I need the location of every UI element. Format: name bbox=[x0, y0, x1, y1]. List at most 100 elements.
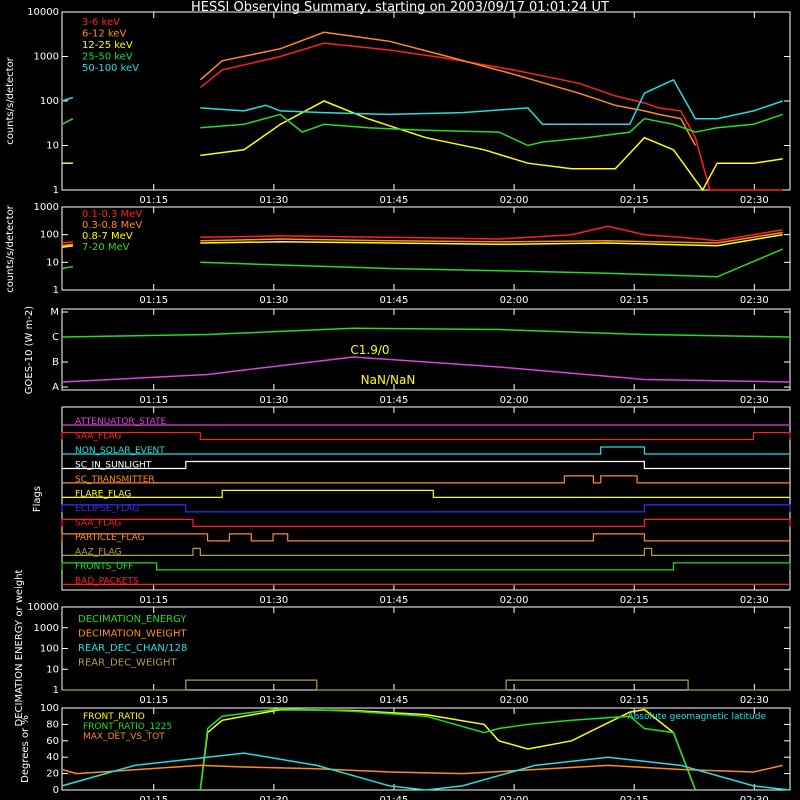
panel-4-frame bbox=[61, 406, 791, 591]
x-tick-label: 02:15 bbox=[620, 695, 649, 706]
y-axis-label: DECIMATION ENERGY or weight bbox=[14, 569, 25, 726]
x-tick-label: 02:30 bbox=[740, 195, 769, 206]
y-axis-label: Degrees or % bbox=[20, 715, 31, 783]
flag-label-fronts-off: FRONTS_OFF bbox=[75, 562, 133, 572]
series-line-3-6-kev bbox=[199, 42, 783, 191]
legend-entry: MAX_DET_VS_TOT bbox=[83, 732, 165, 742]
x-tick-label: 02:15 bbox=[620, 595, 649, 606]
y-tick-label: 10 bbox=[46, 257, 59, 268]
y-tick-label: 1000 bbox=[34, 202, 59, 213]
x-tick-label: 02:00 bbox=[500, 795, 529, 800]
series-line-front-ratio-1225 bbox=[199, 708, 697, 791]
goes-class-annotation: C1.9/0 bbox=[350, 343, 389, 357]
flag-trace-eclipse-flag bbox=[61, 504, 791, 513]
y-tick-label: 1000 bbox=[34, 52, 59, 63]
series-line-25-50-kev bbox=[61, 118, 74, 125]
panel-2-frame bbox=[61, 206, 791, 291]
series-line-0-3-0-8-mev bbox=[200, 231, 783, 244]
legend-entry: 3-6 keV bbox=[82, 17, 120, 28]
series-line-0-1-0-3-mev bbox=[200, 225, 783, 242]
series-line-6-12-kev bbox=[199, 31, 697, 146]
flag-label-particle-flag: PARTICLE_FLAG bbox=[75, 533, 145, 543]
goes-nan-annotation: NaN/NaN bbox=[361, 373, 416, 387]
x-tick-label: 01:45 bbox=[380, 195, 409, 206]
x-tick-label: 02:15 bbox=[620, 795, 649, 800]
legend-entry: DECIMATION_ENERGY bbox=[78, 614, 187, 625]
x-tick-label: 01:15 bbox=[139, 295, 168, 306]
flag-label-sc-transmitter: SC_TRANSMITTER bbox=[75, 475, 155, 485]
y-tick-label: 80 bbox=[46, 719, 59, 730]
flag-trace-saa-flag bbox=[61, 431, 791, 441]
x-tick-label: 01:45 bbox=[380, 695, 409, 706]
legend-entry: 7-20 MeV bbox=[82, 242, 130, 253]
x-tick-label: 02:00 bbox=[500, 395, 529, 406]
x-tick-label: 02:15 bbox=[620, 295, 649, 306]
series-line-0-8-7-mev bbox=[61, 244, 74, 249]
chart-title: HESSI Observing Summary, starting on 200… bbox=[191, 0, 609, 15]
x-tick-label: 01:15 bbox=[139, 795, 168, 800]
flag-trace-sc-transmitter bbox=[62, 475, 790, 484]
goes-curve-2 bbox=[61, 356, 791, 383]
flag-label-aaz-flag: AAZ_FLAG bbox=[75, 547, 122, 557]
y-axis-label: Flags bbox=[32, 486, 43, 512]
x-tick-label: 02:30 bbox=[740, 595, 769, 606]
flag-trace-particle-flag bbox=[61, 533, 790, 542]
legend-entry: DECIMATION_WEIGHT bbox=[78, 629, 187, 640]
series-line-rear-dec-weight bbox=[62, 679, 790, 691]
series-line-0-1-0-3-mev bbox=[61, 241, 73, 244]
flag-label-sc-in-sunlight: SC_IN_SUNLIGHT bbox=[75, 460, 152, 470]
y-tick-label: 100 bbox=[40, 230, 59, 241]
goes-curve-1 bbox=[61, 327, 791, 338]
y-tick-label: 1000 bbox=[34, 623, 59, 634]
series-line-7-20-mev bbox=[200, 248, 783, 278]
legend-entry: FRONT_RATIO bbox=[83, 712, 145, 722]
x-tick-label: 01:15 bbox=[139, 695, 168, 706]
x-tick-label: 01:30 bbox=[259, 195, 288, 206]
x-tick-label: 01:45 bbox=[380, 595, 409, 606]
flag-label-saa-flag: SAA_FLAG bbox=[75, 518, 121, 528]
x-tick-label: 01:45 bbox=[380, 795, 409, 800]
legend-entry: 0.3-0.8 MeV bbox=[82, 220, 142, 231]
y-tick-label: 10000 bbox=[27, 7, 59, 18]
flag-label-bad-packets: BAD_PACKETS bbox=[75, 576, 139, 586]
y-axis-label: counts/s/detector bbox=[5, 204, 16, 292]
x-tick-label: 01:15 bbox=[139, 395, 168, 406]
legend-entry: 50-100 keV bbox=[82, 63, 139, 74]
y-tick-label: 40 bbox=[46, 752, 59, 763]
y-tick-label: A bbox=[52, 382, 59, 393]
y-tick-label: M bbox=[50, 307, 59, 318]
series-line-0-3-0-8-mev bbox=[61, 243, 73, 247]
x-tick-label: 01:15 bbox=[139, 595, 168, 606]
y-tick-label: 100 bbox=[40, 96, 59, 107]
series-line-50-100-kev bbox=[61, 96, 74, 102]
legend-entry: FRONT_RATIO_1225 bbox=[83, 722, 172, 732]
x-tick-label: 02:15 bbox=[620, 395, 649, 406]
series-line-25-50-kev bbox=[200, 113, 783, 147]
x-tick-label: 02:00 bbox=[500, 295, 529, 306]
y-tick-label: B bbox=[52, 357, 59, 368]
x-tick-label: 01:30 bbox=[259, 595, 288, 606]
x-tick-label: 02:00 bbox=[500, 595, 529, 606]
legend-entry: 0.1-0.3 MeV bbox=[82, 209, 142, 220]
flag-trace-sc-in-sunlight bbox=[62, 460, 790, 470]
y-tick-label: 60 bbox=[46, 736, 59, 747]
y-tick-label: 10 bbox=[46, 141, 59, 152]
series-line-absolute-geomagnetic-latitude bbox=[61, 752, 791, 791]
x-tick-label: 01:45 bbox=[380, 295, 409, 306]
panel-1-frame bbox=[61, 11, 791, 191]
panel-3-frame bbox=[61, 308, 791, 391]
flag-label-non-solar-event: NON_SOLAR_EVENT bbox=[75, 446, 165, 456]
y-tick-label: 1 bbox=[53, 285, 59, 296]
flag-trace-flare-flag bbox=[62, 489, 790, 498]
x-tick-label: 02:15 bbox=[620, 195, 649, 206]
series-line-0-8-7-mev bbox=[200, 233, 783, 247]
x-tick-label: 02:30 bbox=[740, 695, 769, 706]
series-line-7-20-mev bbox=[61, 265, 74, 270]
y-tick-label: 100 bbox=[40, 644, 59, 655]
flag-trace-aaz-flag bbox=[62, 547, 790, 557]
x-tick-label: 01:30 bbox=[259, 795, 288, 800]
x-tick-label: 02:00 bbox=[500, 695, 529, 706]
x-tick-label: 02:30 bbox=[740, 295, 769, 306]
legend-entry: 12-25 keV bbox=[82, 40, 133, 51]
